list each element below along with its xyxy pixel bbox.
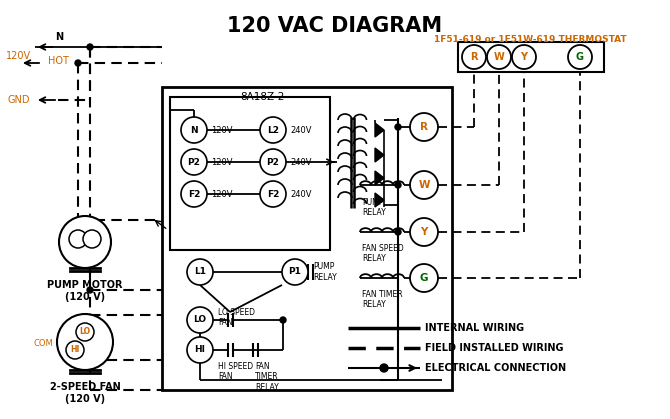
Text: LO: LO bbox=[80, 328, 90, 336]
Text: FAN
TIMER
RELAY: FAN TIMER RELAY bbox=[255, 362, 279, 392]
Circle shape bbox=[410, 171, 438, 199]
Circle shape bbox=[380, 364, 388, 372]
Text: Y: Y bbox=[420, 227, 427, 237]
Text: P2: P2 bbox=[188, 158, 200, 166]
Circle shape bbox=[512, 45, 536, 69]
Text: 120V: 120V bbox=[6, 51, 31, 61]
Text: R: R bbox=[470, 52, 478, 62]
Circle shape bbox=[487, 45, 511, 69]
Circle shape bbox=[395, 229, 401, 235]
Text: N: N bbox=[190, 126, 198, 134]
Text: L2: L2 bbox=[267, 126, 279, 134]
Text: HI SPEED
FAN: HI SPEED FAN bbox=[218, 362, 253, 381]
Bar bbox=[162, 87, 452, 390]
Circle shape bbox=[462, 45, 486, 69]
Text: Y: Y bbox=[521, 52, 527, 62]
Circle shape bbox=[83, 230, 101, 248]
Circle shape bbox=[568, 45, 592, 69]
Text: G: G bbox=[419, 273, 428, 283]
Text: INTERNAL WIRING: INTERNAL WIRING bbox=[425, 323, 524, 333]
Bar bbox=[170, 97, 330, 250]
Text: N: N bbox=[55, 32, 63, 42]
Circle shape bbox=[410, 218, 438, 246]
Text: W: W bbox=[494, 52, 505, 62]
Circle shape bbox=[187, 259, 213, 285]
Text: GND: GND bbox=[8, 95, 31, 105]
Circle shape bbox=[181, 181, 207, 207]
Text: PUMP MOTOR
(120 V): PUMP MOTOR (120 V) bbox=[48, 280, 123, 302]
Polygon shape bbox=[375, 193, 384, 207]
Circle shape bbox=[76, 323, 94, 341]
Circle shape bbox=[59, 216, 111, 268]
Circle shape bbox=[410, 113, 438, 141]
Text: ELECTRICAL CONNECTION: ELECTRICAL CONNECTION bbox=[425, 363, 566, 373]
Circle shape bbox=[181, 117, 207, 143]
Text: 8A18Z-2: 8A18Z-2 bbox=[240, 92, 284, 102]
Circle shape bbox=[87, 44, 93, 50]
Circle shape bbox=[187, 337, 213, 363]
Circle shape bbox=[87, 287, 93, 293]
Text: 120 VAC DIAGRAM: 120 VAC DIAGRAM bbox=[227, 16, 443, 36]
Circle shape bbox=[410, 264, 438, 292]
Text: G: G bbox=[576, 52, 584, 62]
Circle shape bbox=[260, 149, 286, 175]
Text: 240V: 240V bbox=[290, 189, 312, 199]
Text: R: R bbox=[420, 122, 428, 132]
Text: 1F51-619 or 1F51W-619 THERMOSTAT: 1F51-619 or 1F51W-619 THERMOSTAT bbox=[433, 35, 626, 44]
Circle shape bbox=[282, 259, 308, 285]
Text: PUMP
RELAY: PUMP RELAY bbox=[362, 198, 386, 217]
Circle shape bbox=[187, 307, 213, 333]
Text: 240V: 240V bbox=[290, 126, 312, 134]
Text: HI: HI bbox=[194, 346, 206, 354]
Text: 240V: 240V bbox=[290, 158, 312, 166]
Text: LO: LO bbox=[194, 316, 206, 324]
Text: COM: COM bbox=[34, 339, 53, 349]
Circle shape bbox=[395, 182, 401, 188]
Text: 2-SPEED FAN
(120 V): 2-SPEED FAN (120 V) bbox=[50, 382, 121, 403]
Circle shape bbox=[395, 124, 401, 130]
Circle shape bbox=[280, 317, 286, 323]
Text: F2: F2 bbox=[267, 189, 279, 199]
Text: HI: HI bbox=[70, 346, 80, 354]
Text: L1: L1 bbox=[194, 267, 206, 277]
Text: FIELD INSTALLED WIRING: FIELD INSTALLED WIRING bbox=[425, 343, 563, 353]
Circle shape bbox=[66, 341, 84, 359]
Circle shape bbox=[75, 60, 81, 66]
Text: 120V: 120V bbox=[211, 158, 232, 166]
Circle shape bbox=[260, 181, 286, 207]
Text: PUMP
RELAY: PUMP RELAY bbox=[313, 262, 337, 282]
Polygon shape bbox=[375, 171, 384, 185]
Text: F2: F2 bbox=[188, 189, 200, 199]
Text: HOT: HOT bbox=[48, 56, 69, 66]
Text: LO SPEED
FAN: LO SPEED FAN bbox=[218, 308, 255, 327]
Text: FAN SPEED
RELAY: FAN SPEED RELAY bbox=[362, 244, 404, 264]
Text: P2: P2 bbox=[267, 158, 279, 166]
Polygon shape bbox=[375, 123, 384, 137]
Text: W: W bbox=[418, 180, 429, 190]
Circle shape bbox=[181, 149, 207, 175]
Polygon shape bbox=[375, 148, 384, 162]
Circle shape bbox=[260, 117, 286, 143]
Text: FAN TIMER
RELAY: FAN TIMER RELAY bbox=[362, 290, 403, 309]
Text: 120V: 120V bbox=[211, 126, 232, 134]
Text: P1: P1 bbox=[289, 267, 302, 277]
Circle shape bbox=[57, 314, 113, 370]
Circle shape bbox=[69, 230, 87, 248]
Text: 120V: 120V bbox=[211, 189, 232, 199]
Bar bbox=[458, 42, 604, 72]
